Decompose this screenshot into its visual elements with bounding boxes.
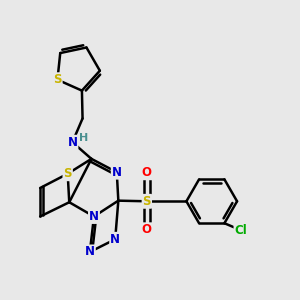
Text: S: S <box>142 195 151 208</box>
Text: O: O <box>142 166 152 179</box>
Text: Cl: Cl <box>235 224 247 237</box>
Text: H: H <box>79 134 88 143</box>
Text: S: S <box>63 167 72 180</box>
Text: O: O <box>142 223 152 236</box>
Text: N: N <box>110 233 120 246</box>
Text: N: N <box>112 166 122 179</box>
Text: N: N <box>68 136 77 149</box>
Text: N: N <box>89 210 99 223</box>
Text: N: N <box>85 245 95 258</box>
Text: S: S <box>53 73 62 86</box>
